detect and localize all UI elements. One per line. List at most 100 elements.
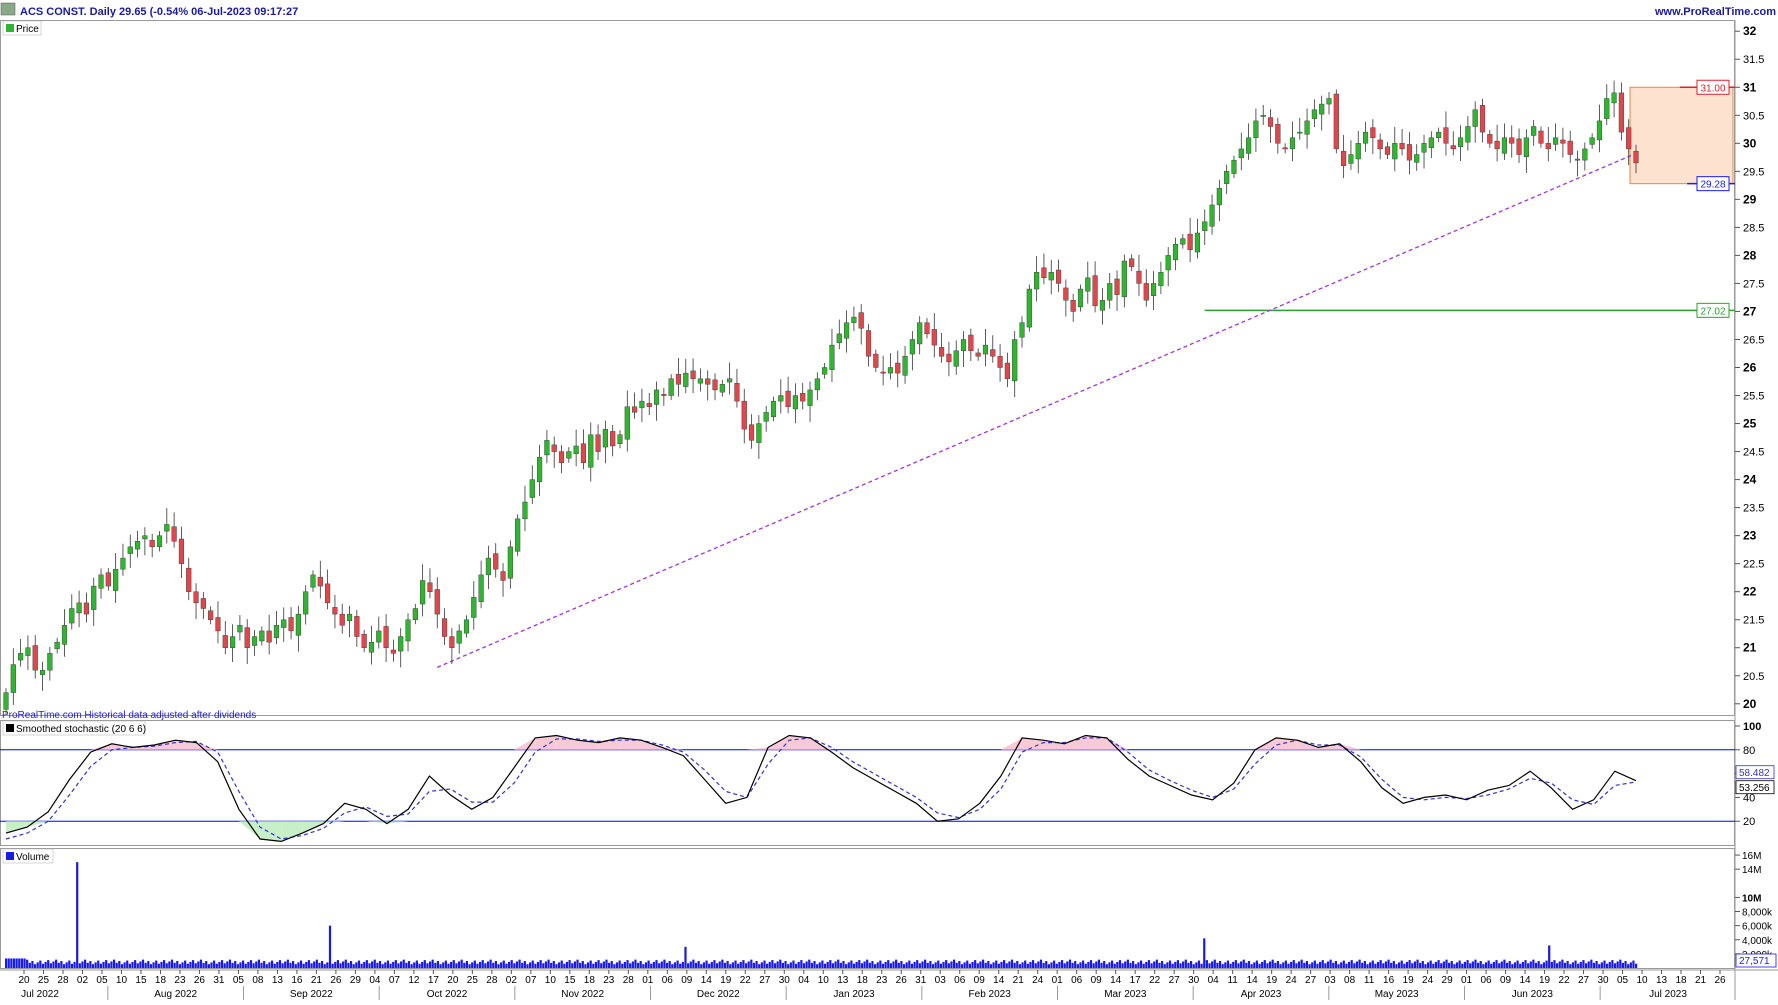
volume-bar <box>452 960 455 968</box>
volume-bar <box>149 964 153 968</box>
candle-body <box>398 636 404 652</box>
volume-bar <box>1089 960 1093 968</box>
candle <box>917 316 923 355</box>
volume-bar <box>349 961 353 968</box>
volume-bar <box>1282 962 1285 968</box>
volume-bar <box>1050 962 1053 968</box>
volume-bar <box>797 961 800 968</box>
candle <box>1574 150 1581 177</box>
volume-bar <box>1047 964 1050 968</box>
volume-bar <box>360 963 363 968</box>
volume-bar <box>1297 961 1301 968</box>
candle <box>463 615 470 638</box>
volume-bar <box>1413 961 1417 968</box>
candle <box>602 420 608 464</box>
volume-bar <box>231 962 234 968</box>
volume-bar <box>1258 963 1261 968</box>
volume-bar <box>444 960 447 968</box>
candle <box>471 581 477 630</box>
volume-bar <box>1063 963 1066 968</box>
candle-body <box>273 625 280 638</box>
candle <box>303 585 309 625</box>
volume-bar <box>1395 964 1398 968</box>
volume-bar <box>905 962 908 968</box>
volume-bar <box>273 963 276 968</box>
candle <box>281 607 287 642</box>
volume-bar <box>1479 961 1482 968</box>
candle <box>1633 144 1639 174</box>
candle-body <box>471 597 477 618</box>
x-tick-label: 09 <box>1500 975 1512 986</box>
volume-bar <box>826 961 829 968</box>
volume-bar <box>644 962 648 968</box>
volume-bar <box>715 963 719 968</box>
volume-bar <box>194 963 197 968</box>
candle <box>1399 129 1405 156</box>
candle <box>1180 234 1186 249</box>
volume-bar <box>70 963 74 968</box>
volume-bar <box>568 960 571 968</box>
candle <box>164 508 170 544</box>
site-link[interactable]: www.ProRealTime.com <box>1654 6 1776 18</box>
candle <box>1494 124 1500 162</box>
candle <box>690 358 696 394</box>
candle-body <box>1567 140 1573 155</box>
volume-bar <box>1221 964 1224 968</box>
volume-bar <box>1566 961 1569 968</box>
x-tick-label: 08 <box>252 975 264 986</box>
candle <box>405 613 411 652</box>
stoch-os-fill <box>365 821 388 824</box>
x-month-label: Jul 2023 <box>1649 989 1687 1000</box>
x-month-label: Jul 2022 <box>21 989 59 1000</box>
volume-bar <box>176 961 179 968</box>
volume-bar <box>1608 961 1611 968</box>
stoch-ob-fill <box>556 735 578 750</box>
volume-bar <box>486 961 490 968</box>
candle <box>873 349 879 372</box>
x-tick-label: 18 <box>857 975 869 986</box>
volume-bar <box>1068 959 1072 968</box>
candle-body <box>1099 300 1105 311</box>
volume-bar <box>1424 964 1427 968</box>
candle-body <box>456 630 462 644</box>
volume-bar <box>979 961 982 968</box>
volume-bar <box>1205 960 1208 968</box>
candle-body <box>507 546 513 579</box>
candle <box>1289 121 1296 162</box>
candle <box>1194 218 1201 259</box>
candle-body <box>829 344 835 370</box>
volume-bar <box>1255 960 1259 968</box>
volume-bar <box>1361 962 1364 968</box>
candle <box>544 429 550 464</box>
candle-body <box>668 378 674 396</box>
volume-bar <box>613 964 616 968</box>
candle <box>134 530 141 558</box>
vol-last-tag <box>1735 953 1777 968</box>
volume-bar <box>157 963 160 968</box>
volume-bar <box>1253 962 1256 968</box>
candle-body <box>558 451 565 463</box>
candle-body <box>1282 147 1288 150</box>
volume-bar <box>1571 962 1575 968</box>
candle-body <box>149 539 155 548</box>
candle <box>1070 293 1076 322</box>
candle-body <box>325 583 331 604</box>
volume-bar <box>205 961 208 968</box>
volume-bar <box>1416 959 1419 968</box>
volume-bar <box>28 962 31 968</box>
volume-bar <box>1461 963 1464 968</box>
volume-bar <box>507 961 511 968</box>
candle-body <box>873 353 879 368</box>
x-tick-label: 21 <box>1013 975 1025 986</box>
volume-bar <box>1458 960 1461 968</box>
candle <box>1414 144 1420 171</box>
volume-bar <box>1037 961 1040 968</box>
volume-bar <box>1058 961 1061 968</box>
volume-bar <box>542 963 545 968</box>
volume-bar <box>1195 962 1198 968</box>
candle-body <box>91 585 97 610</box>
stoch-os-fill <box>323 821 345 824</box>
volume-bar <box>126 960 129 968</box>
candle-body <box>946 353 952 363</box>
